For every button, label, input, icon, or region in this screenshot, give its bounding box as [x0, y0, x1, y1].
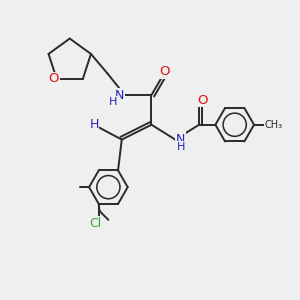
Text: N: N [115, 88, 124, 101]
Text: N: N [176, 133, 185, 146]
Text: H: H [176, 142, 185, 152]
Text: O: O [48, 72, 59, 86]
Text: Cl: Cl [90, 217, 102, 230]
Text: H: H [109, 97, 118, 106]
Text: O: O [160, 65, 170, 78]
Text: O: O [197, 94, 207, 106]
Text: CH₃: CH₃ [265, 120, 283, 130]
Text: H: H [89, 118, 99, 131]
